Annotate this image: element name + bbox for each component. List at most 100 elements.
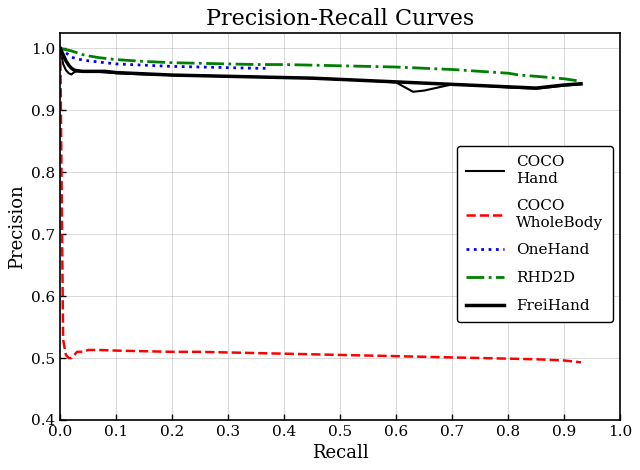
FreiHand	[252, 74, 260, 80]
RHD2D	[532, 73, 540, 79]
FreiHand	[68, 65, 76, 71]
FreiHand	[95, 69, 103, 74]
RHD2D	[504, 70, 512, 76]
COCO
Hand	[60, 61, 67, 67]
COCO
WholeBody	[225, 350, 232, 355]
COCO
WholeBody	[337, 352, 344, 358]
COCO
Hand	[113, 70, 120, 76]
Line: COCO
WholeBody: COCO WholeBody	[60, 48, 581, 362]
RHD2D	[252, 62, 260, 67]
RHD2D	[449, 67, 456, 72]
COCO
Hand	[420, 88, 428, 94]
RHD2D	[420, 65, 428, 71]
OneHand	[225, 65, 232, 70]
FreiHand	[420, 80, 428, 86]
FreiHand	[56, 46, 64, 51]
FreiHand	[79, 69, 86, 74]
COCO
Hand	[308, 75, 316, 81]
FreiHand	[65, 63, 72, 68]
FreiHand	[225, 73, 232, 79]
RHD2D	[168, 60, 176, 65]
RHD2D	[364, 63, 372, 69]
RHD2D	[56, 46, 64, 51]
OneHand	[95, 59, 103, 65]
OneHand	[252, 65, 260, 71]
COCO
Hand	[532, 86, 540, 92]
OneHand	[264, 65, 271, 71]
FreiHand	[577, 81, 585, 86]
OneHand	[73, 56, 81, 62]
COCO
WholeBody	[392, 353, 400, 359]
RHD2D	[561, 76, 568, 82]
OneHand	[60, 47, 67, 53]
FreiHand	[504, 84, 512, 90]
COCO
Hand	[504, 85, 512, 90]
COCO
WholeBody	[577, 360, 585, 365]
COCO
Hand	[79, 69, 86, 74]
RHD2D	[476, 69, 484, 74]
COCO
Hand	[280, 75, 288, 80]
COCO
Hand	[196, 73, 204, 78]
FreiHand	[90, 69, 98, 74]
COCO
WholeBody	[168, 349, 176, 355]
RHD2D	[225, 61, 232, 67]
COCO
WholeBody	[420, 354, 428, 360]
COCO
Hand	[364, 78, 372, 84]
OneHand	[113, 61, 120, 67]
COCO
WholeBody	[561, 358, 568, 363]
FreiHand	[84, 69, 92, 74]
Line: COCO
Hand: COCO Hand	[60, 48, 581, 92]
FreiHand	[107, 69, 115, 75]
COCO
WholeBody	[68, 355, 76, 361]
RHD2D	[60, 46, 67, 52]
COCO
Hand	[409, 89, 417, 94]
COCO
Hand	[476, 83, 484, 88]
COCO
WholeBody	[308, 352, 316, 357]
COCO
Hand	[140, 71, 148, 77]
COCO
WholeBody	[62, 352, 70, 358]
FreiHand	[101, 69, 109, 74]
COCO
WholeBody	[95, 347, 103, 353]
OneHand	[140, 63, 148, 68]
COCO
WholeBody	[60, 337, 67, 342]
COCO
WholeBody	[196, 349, 204, 355]
RHD2D	[516, 72, 524, 78]
RHD2D	[73, 50, 81, 55]
RHD2D	[62, 47, 70, 53]
Title: Precision-Recall Curves: Precision-Recall Curves	[206, 8, 474, 30]
Line: RHD2D: RHD2D	[60, 48, 581, 81]
COCO
WholeBody	[449, 354, 456, 360]
COCO
WholeBody	[113, 348, 120, 353]
COCO
WholeBody	[504, 356, 512, 361]
RHD2D	[113, 57, 120, 63]
X-axis label: Recall: Recall	[312, 444, 369, 462]
OneHand	[62, 50, 70, 55]
COCO
Hand	[168, 72, 176, 78]
COCO
WholeBody	[280, 351, 288, 357]
FreiHand	[73, 68, 81, 74]
Line: OneHand: OneHand	[60, 48, 268, 68]
COCO
WholeBody	[79, 349, 86, 355]
FreiHand	[392, 79, 400, 85]
FreiHand	[113, 70, 120, 75]
COCO
Hand	[65, 70, 72, 76]
RHD2D	[577, 78, 585, 84]
FreiHand	[62, 58, 70, 63]
RHD2D	[68, 48, 76, 54]
FreiHand	[168, 72, 176, 78]
FreiHand	[476, 83, 484, 88]
RHD2D	[337, 63, 344, 69]
COCO
Hand	[252, 74, 260, 80]
COCO
Hand	[337, 77, 344, 82]
COCO
Hand	[577, 81, 585, 87]
COCO
WholeBody	[70, 352, 78, 358]
OneHand	[56, 46, 64, 51]
COCO
Hand	[449, 81, 456, 87]
FreiHand	[449, 81, 456, 87]
COCO
Hand	[73, 69, 81, 74]
COCO
Hand	[68, 71, 76, 77]
COCO
WholeBody	[140, 348, 148, 354]
RHD2D	[140, 59, 148, 64]
OneHand	[168, 63, 176, 69]
Y-axis label: Precision: Precision	[8, 184, 26, 269]
